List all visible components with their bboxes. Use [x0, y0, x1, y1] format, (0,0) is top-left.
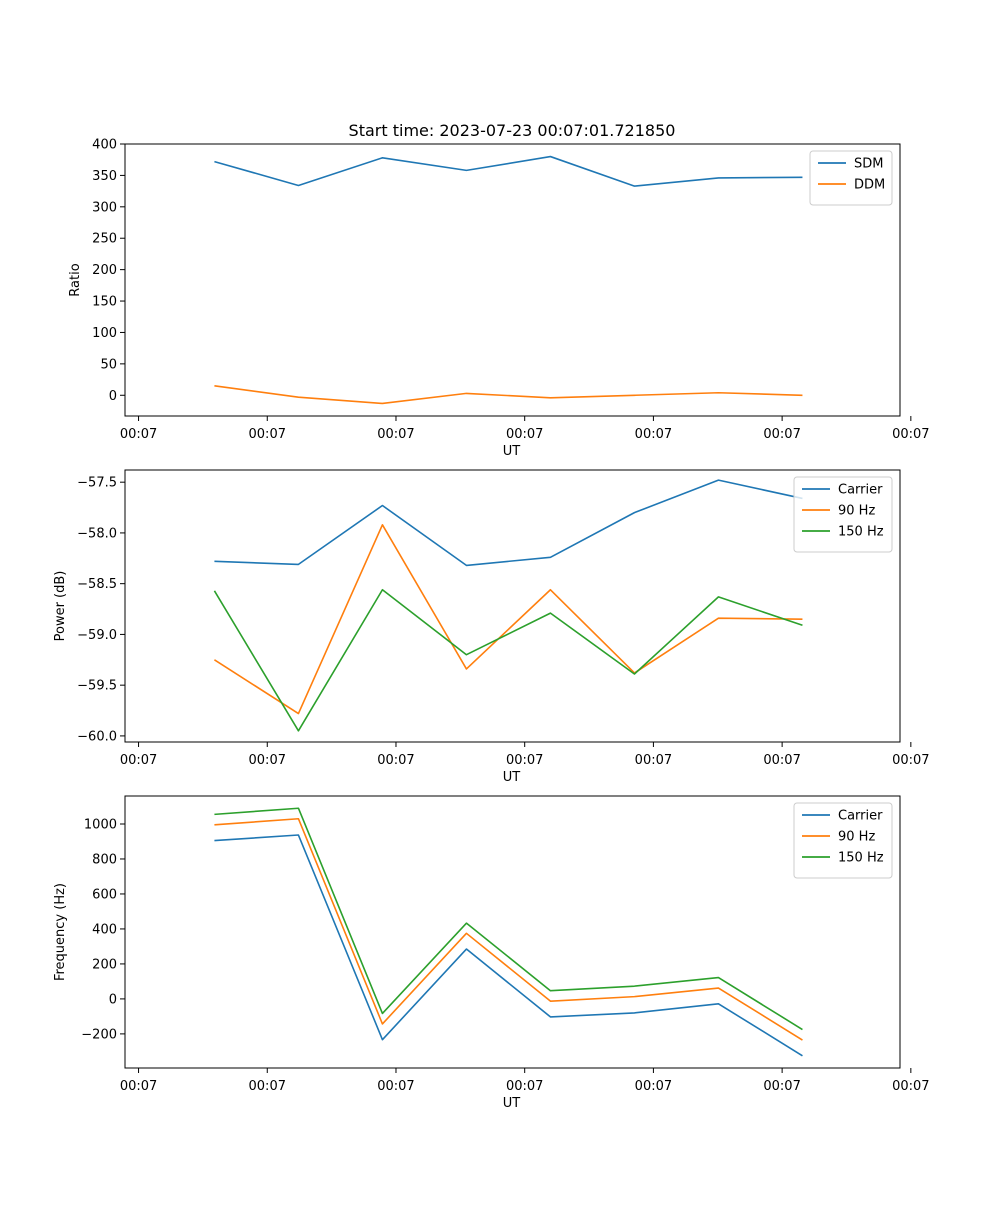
chart-2-y-axis-label: Power (dB) [53, 571, 68, 642]
chart-3-axes-frame [124, 795, 901, 1069]
panels: 00:0700:0700:0700:0700:0700:0700:0700:08… [53, 138, 930, 1112]
chart-2-legend-label-150-hz: 150 Hz [838, 525, 884, 540]
chart-2-series-carrier-line [214, 479, 803, 567]
chart-2-ytick-label: −59.5 [77, 679, 117, 694]
chart-3-legend-box [793, 802, 893, 879]
chart-2-axes-frame [124, 469, 901, 743]
chart-2-legend-label-90-hz: 90 Hz [838, 504, 875, 519]
chart-1-xtick-label: 00:07 [892, 427, 929, 442]
chart-3: 00:0700:0700:0700:0700:0700:0700:0700:08… [53, 795, 930, 1111]
chart-2-ytick-label: −59.0 [77, 628, 117, 643]
chart-3-legend-label-150-hz: 150 Hz [838, 851, 884, 866]
chart-1-ytick-label: 150 [92, 295, 117, 310]
chart-1: 00:0700:0700:0700:0700:0700:0700:0700:08… [68, 138, 930, 460]
chart-1-series-ddm-line [214, 385, 803, 405]
chart-3-series-90-hz-line [214, 817, 803, 1041]
chart-2-legend-box [793, 476, 893, 553]
chart-1-ytick-label: 50 [100, 357, 117, 372]
chart-1-y-axis-label: Ratio [68, 263, 83, 296]
chart-3-xtick-label: 00:07 [377, 1079, 414, 1094]
chart-2-legend: Carrier 90 Hz 150 Hz [793, 476, 893, 553]
chart-3-ytick-label: 800 [92, 852, 117, 867]
chart-3-xtick-label: 00:07 [892, 1079, 929, 1094]
chart-3-ytick-label: 1000 [84, 817, 117, 832]
chart-3-xtick-label: 00:07 [763, 1079, 800, 1094]
chart-1-ytick-label: 250 [92, 232, 117, 247]
chart-1-legend: SDM DDM [809, 150, 893, 206]
chart-3-series-group [214, 807, 803, 1057]
chart-2-xtick-label: 00:07 [763, 753, 800, 768]
chart-2-series-90-hz-line [213, 524, 803, 715]
chart-3-ytick-label: 600 [92, 887, 117, 902]
chart-2-ytick-label: −58.0 [77, 526, 117, 541]
chart-1-series-group [214, 155, 803, 405]
chart-1-xtick-label: 00:07 [506, 427, 543, 442]
chart-1-ytick-label: 400 [92, 138, 117, 153]
chart-1-legend-box [809, 150, 893, 206]
chart-3-ytick-label: 200 [92, 957, 117, 972]
chart-2-xtick-label: 00:07 [506, 753, 543, 768]
chart-3-legend-label-90-hz: 90 Hz [838, 830, 875, 845]
chart-2-series-150-hz-line [213, 588, 803, 732]
figure-title: Start time: 2023-07-23 00:07:01.721850 [349, 121, 676, 140]
chart-3-ytick-label: 0 [109, 992, 117, 1007]
chart-1-x-axis-label: UT [503, 444, 521, 459]
chart-1-legend-label-sdm: SDM [854, 157, 883, 172]
chart-2-series-group [213, 479, 803, 732]
chart-1-axes-frame [124, 143, 901, 417]
chart-2-legend-label-carrier: Carrier [838, 483, 883, 498]
chart-3-ytick-label: 400 [92, 922, 117, 937]
chart-2-ytick-label: −60.0 [77, 729, 117, 744]
chart-1-xtick-label: 00:07 [249, 427, 286, 442]
chart-1-xtick-label: 00:07 [635, 427, 672, 442]
chart-3-xtick-label: 00:07 [249, 1079, 286, 1094]
chart-3-xtick-label: 00:07 [635, 1079, 672, 1094]
chart-3-x-axis-label: UT [503, 1096, 521, 1111]
chart-2: 00:0700:0700:0700:0700:0700:0700:0700:08… [53, 469, 930, 785]
chart-1-ytick-label: 0 [109, 389, 117, 404]
chart-1-ytick-label: 350 [92, 169, 117, 184]
chart-2-x-axis-label: UT [503, 770, 521, 785]
chart-2-xtick-label: 00:07 [249, 753, 286, 768]
chart-1-ytick-label: 200 [92, 263, 117, 278]
chart-2-ytick-label: −58.5 [77, 577, 117, 592]
chart-2-xtick-label: 00:07 [120, 753, 157, 768]
chart-3-series-150-hz-line [214, 807, 803, 1031]
chart-2-xtick-label: 00:07 [892, 753, 929, 768]
chart-3-legend-label-carrier: Carrier [838, 809, 883, 824]
chart-3-y-axis-label: Frequency (Hz) [53, 883, 68, 981]
chart-1-xtick-label: 00:07 [377, 427, 414, 442]
chart-3-xtick-label: 00:07 [120, 1079, 157, 1094]
chart-2-xtick-label: 00:07 [635, 753, 672, 768]
chart-3-series-carrier-line [214, 834, 803, 1057]
chart-3-legend: Carrier 90 Hz 150 Hz [793, 802, 893, 879]
chart-1-xtick-label: 00:07 [763, 427, 800, 442]
chart-1-ytick-label: 300 [92, 200, 117, 215]
chart-3-ytick-label: −200 [81, 1027, 117, 1042]
chart-1-series-sdm-line [214, 155, 803, 187]
chart-2-xtick-label: 00:07 [377, 753, 414, 768]
chart-3-xtick-label: 00:07 [506, 1079, 543, 1094]
chart-1-xtick-label: 00:07 [120, 427, 157, 442]
chart-1-legend-label-ddm: DDM [854, 178, 885, 193]
chart-1-ytick-label: 100 [92, 326, 117, 341]
chart-2-ytick-label: −57.5 [77, 476, 117, 491]
